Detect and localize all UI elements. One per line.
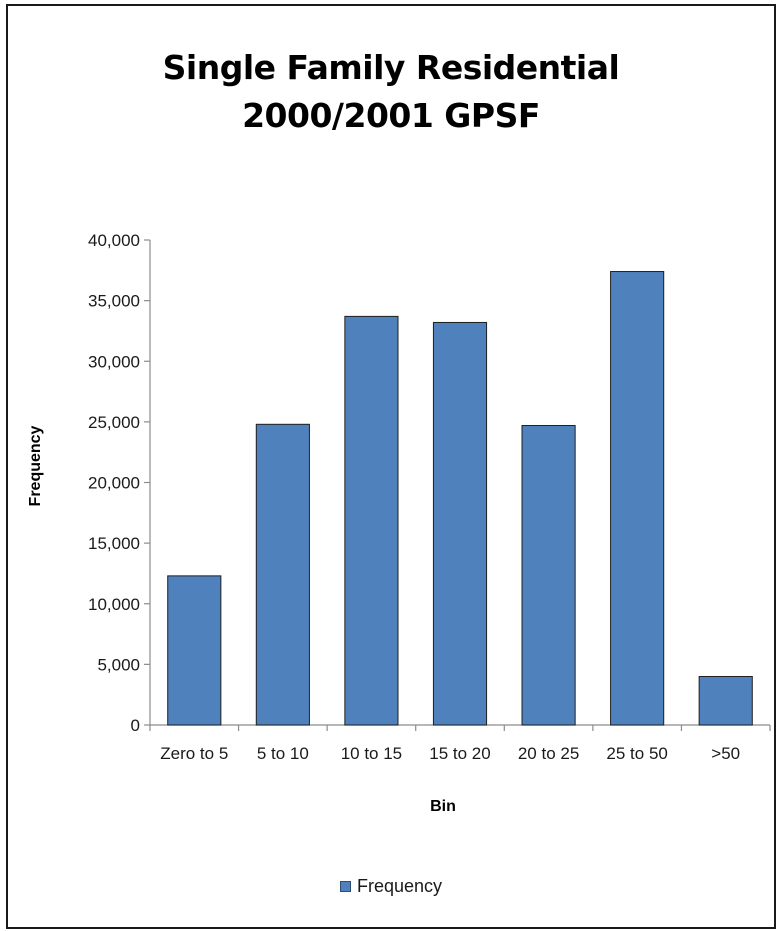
y-tick-label: 15,000: [88, 534, 140, 553]
bar: [432, 321, 488, 726]
x-tick-label: Zero to 5: [160, 744, 228, 763]
legend-swatch-frequency: [340, 881, 351, 892]
x-tick-label: 25 to 50: [606, 744, 667, 763]
y-axis: 0 5,000 10,000 15,000 20,000 25,000 30,000 35,0…: [88, 231, 151, 735]
y-tick-label: 0: [131, 716, 140, 735]
x-axis: Zero to 5 5 to 10 10 to 15 15 to 20 20 to 25…: [149, 724, 771, 763]
x-tick-label: 5 to 10: [257, 744, 309, 763]
y-tick-label: 35,000: [88, 292, 140, 311]
bar: [167, 575, 222, 726]
y-tick-label: 10,000: [88, 595, 140, 614]
bar: [521, 425, 576, 726]
bar: [344, 315, 399, 726]
x-tick-label: 20 to 25: [518, 744, 579, 763]
y-tick-label: 40,000: [88, 231, 140, 250]
y-tick-label: 30,000: [88, 352, 140, 371]
y-axis-title: Frequency: [27, 425, 44, 506]
x-tick-label: >50: [711, 744, 740, 763]
y-tick-label: 20,000: [88, 474, 140, 493]
chart-title-line-1: Single Family Residential: [162, 48, 620, 87]
y-tick-label: 5,000: [97, 655, 140, 674]
bars: [167, 271, 753, 726]
chart-title-line-2: 2000/2001 GPSF: [242, 96, 540, 135]
y-tick-label: 25,000: [88, 413, 140, 432]
chart-title: Single Family Residential 2000/2001 GPSF: [8, 44, 774, 140]
bar: [255, 423, 310, 726]
x-tick-label: 15 to 20: [429, 744, 490, 763]
x-tick-label: 10 to 15: [341, 744, 402, 763]
bar: [698, 676, 753, 726]
legend: Frequency: [340, 876, 442, 897]
x-axis-title: Bin: [430, 798, 456, 815]
bar: [610, 271, 665, 726]
legend-label-frequency: Frequency: [357, 876, 443, 896]
